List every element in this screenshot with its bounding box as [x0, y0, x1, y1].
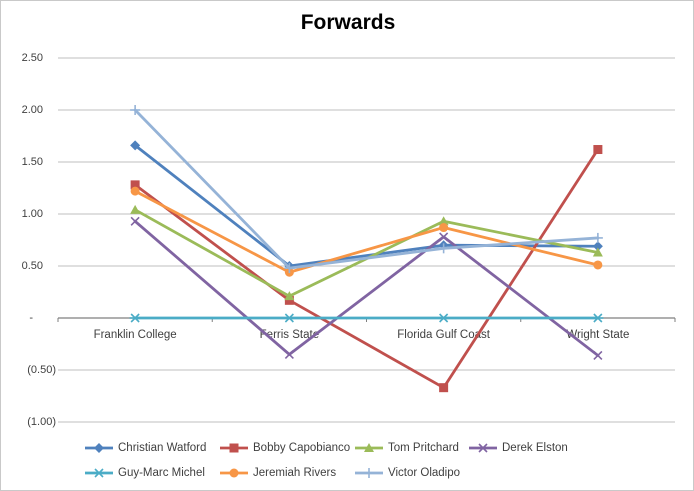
series-marker-triangle: [438, 216, 449, 226]
series-marker-square: [130, 180, 140, 190]
series-line: [133, 189, 600, 274]
series-marker-square: [439, 383, 449, 393]
x-axis-category-label: Florida Gulf Coast: [397, 329, 490, 341]
series-marker-plus: [130, 105, 141, 115]
series-marker-triangle: [130, 204, 141, 214]
series-marker-x: [284, 349, 294, 359]
series-marker-star: [129, 313, 141, 323]
series-line: [133, 208, 600, 298]
y-axis-tick-label: 1.50: [22, 156, 43, 168]
series-marker-circle: [439, 223, 449, 233]
series-marker-diamond: [130, 140, 141, 151]
series-marker-triangle: [592, 247, 603, 257]
x-axis-category-label: Franklin College: [94, 329, 177, 341]
series-marker-star: [438, 313, 450, 323]
y-axis-tick-label: 2.00: [22, 104, 43, 116]
series-marker-circle: [130, 186, 140, 196]
y-axis-tick-label: (1.00): [27, 416, 56, 428]
y-axis-tick-label: 1.00: [22, 208, 43, 220]
series-marker-circle: [593, 260, 603, 270]
y-axis-tick-label: 0.50: [22, 260, 43, 272]
series-marker-star: [592, 313, 604, 323]
series-marker-x: [130, 216, 140, 226]
series-marker-plus: [592, 232, 603, 243]
series-marker-x: [593, 350, 603, 361]
x-axis-category-label: Ferris State: [260, 329, 319, 341]
series-marker-plus: [438, 243, 449, 254]
y-axis-tick-label: 2.50: [22, 52, 43, 64]
series-marker-x: [439, 232, 449, 242]
series-line: [133, 219, 600, 357]
x-axis-category-label: Wright State: [566, 329, 629, 341]
series-marker-star: [283, 313, 295, 323]
y-axis-tick-label: -: [29, 312, 33, 324]
series-line: [133, 108, 600, 270]
series-marker-diamond: [592, 241, 603, 252]
series-marker-square: [284, 295, 294, 305]
series-marker-square: [593, 145, 603, 155]
series-marker-plus: [284, 263, 295, 274]
y-axis-tick-label: (0.50): [27, 364, 56, 376]
series-marker-triangle: [284, 291, 295, 301]
series-line: [133, 148, 600, 390]
chart-title: Forwards: [300, 11, 396, 34]
